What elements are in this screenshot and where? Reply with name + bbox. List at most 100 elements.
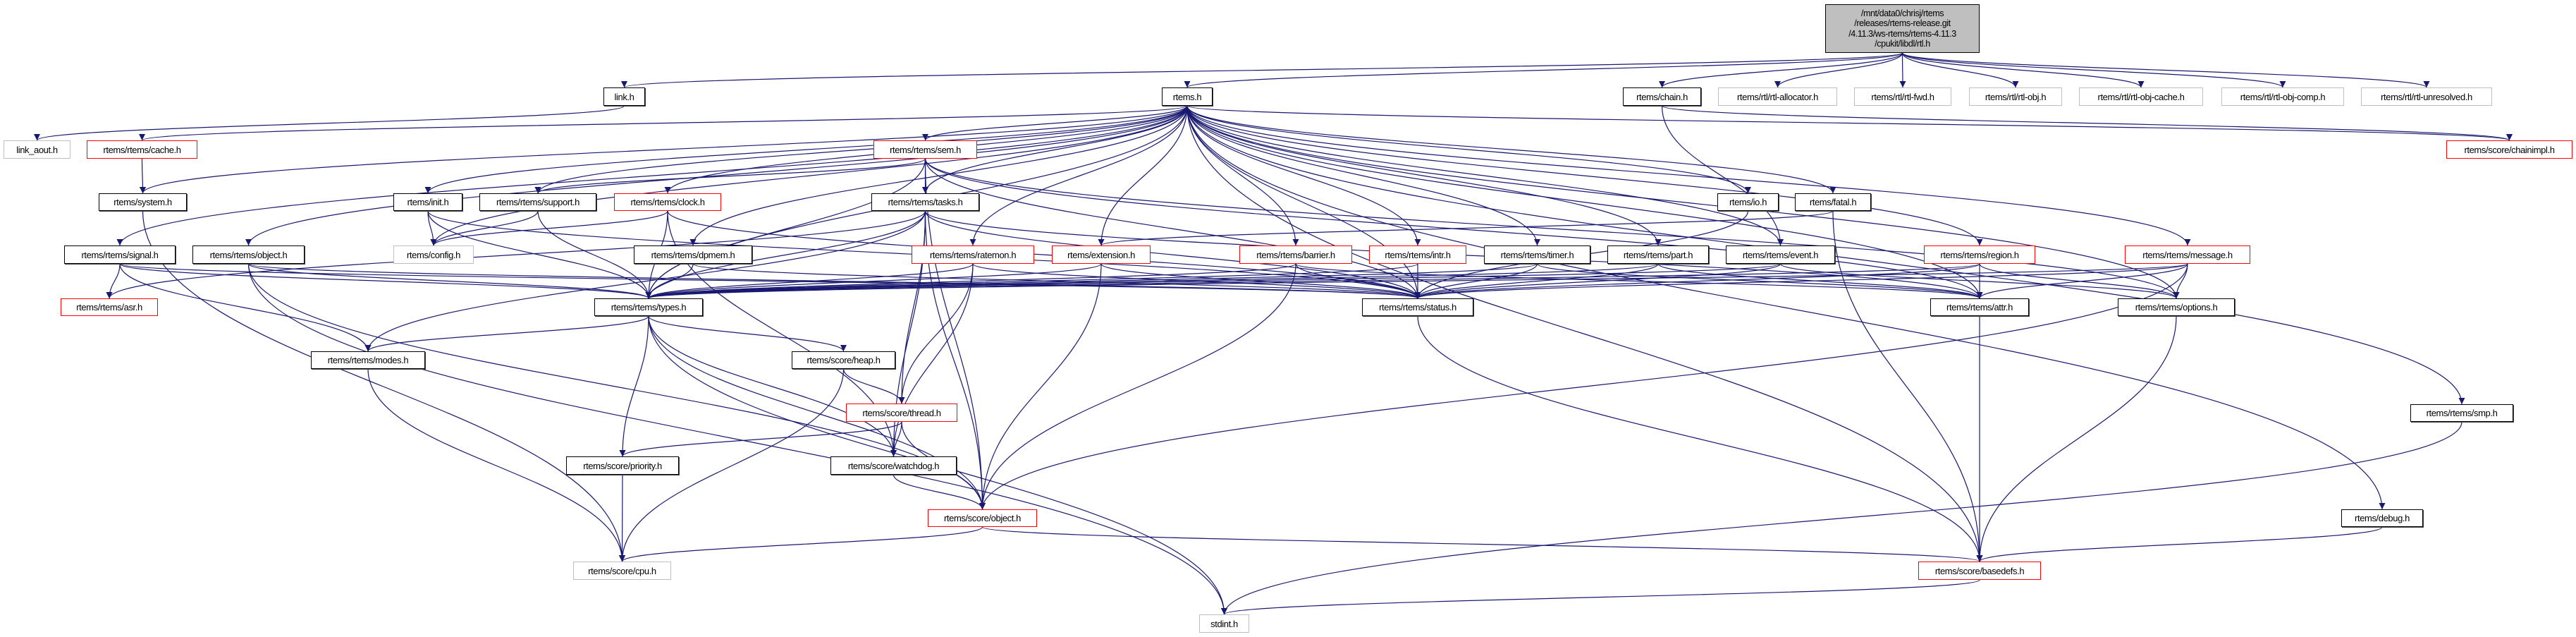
node-thread[interactable]: rtems/score/thread.h [846,404,957,422]
node-barrier[interactable]: rtems/rtems/barrier.h [1239,245,1352,264]
node-priority[interactable]: rtems/score/priority.h [566,456,679,475]
edge-tasks-to-asr [106,210,926,299]
node-objcomp[interactable]: rtems/rtl/rtl-obj-comp.h [2221,87,2344,106]
edge-sem-to-types [645,158,926,299]
node-message[interactable]: rtems/rtems/message.h [2125,245,2250,264]
node-stdint[interactable]: stdint.h [1199,614,1249,633]
edge-sobject-to-cpu [619,526,983,562]
node-status[interactable]: rtems/rtems/status.h [1362,298,1473,316]
edge-rtems-to-intr [1186,105,1421,246]
node-cpu[interactable]: rtems/score/cpu.h [573,562,671,580]
edge-system-to-cpu [142,210,625,562]
edge-heap-to-thread [842,368,905,404]
edge-rtems-to-signal [116,105,1188,246]
edge-tasks-to-types [645,210,926,299]
node-rtems[interactable]: rtems.h [1162,87,1213,106]
node-asr[interactable]: rtems/rtems/asr.h [61,298,158,316]
edge-sem-to-support [534,158,926,194]
node-dpmem[interactable]: rtems/rtems/dpmem.h [634,245,752,264]
node-linkaout[interactable]: link_aout.h [4,140,70,159]
edge-rtems-to-ratemon [969,105,1188,246]
node-event[interactable]: rtems/rtems/event.h [1726,245,1835,264]
node-sem[interactable]: rtems/rtems/sem.h [873,140,977,159]
edge-link-to-linkaout [34,105,625,141]
edge-init-to-config [427,210,437,246]
node-unres[interactable]: rtems/rtl/rtl-unresolved.h [2361,87,2492,106]
node-tasks[interactable]: rtems/rtems/tasks.h [871,193,979,211]
edge-barrier-to-types [645,263,1296,299]
node-signal[interactable]: rtems/rtems/signal.h [64,245,176,264]
node-chainimpl[interactable]: rtems/score/chainimpl.h [2446,140,2572,159]
edge-rtems-to-chainimpl [1186,105,2513,141]
edge-tasks-to-modes [364,210,926,352]
node-cache[interactable]: rtems/rtems/cache.h [87,140,197,159]
edge-modes-to-cpu [367,368,625,562]
edge-heap-to-cpu [619,368,845,562]
node-robject[interactable]: rtems/rtems/object.h [192,245,305,264]
node-basedefs[interactable]: rtems/score/basedefs.h [1918,562,2041,580]
node-objcache[interactable]: rtems/rtl/rtl-obj-cache.h [2079,87,2203,106]
node-system[interactable]: rtems/system.h [99,193,187,211]
edge-status-to-basedefs [1417,315,1983,562]
edge-barrier-to-sobject [979,263,1296,510]
node-ratemon[interactable]: rtems/rtems/ratemon.h [912,245,1034,264]
edge-rtems-to-system [140,105,1188,194]
node-heap[interactable]: rtems/score/heap.h [792,351,895,369]
edge-extension-to-sobject [979,263,1102,510]
node-init[interactable]: rtems/init.h [393,193,462,211]
edge-rtl-to-obj [1901,52,2019,88]
node-intr[interactable]: rtems/rtems/intr.h [1369,245,1466,264]
edge-barrier-to-attr [1295,263,1983,299]
node-config[interactable]: rtems/config.h [393,245,474,264]
node-fatal[interactable]: rtems/fatal.h [1795,193,1871,211]
edge-message-to-sobject [979,263,2188,510]
edge-types-to-modes [364,315,649,352]
node-attr[interactable]: rtems/rtems/attr.h [1930,298,2029,316]
edge-rtl-to-rtems [1184,52,1903,88]
edge-rtl-to-unres [1901,52,2430,88]
node-obj[interactable]: rtems/rtl/rtl-obj.h [1969,87,2062,106]
edge-debug-to-basedefs [1976,526,2383,562]
edge-rtems-to-robject [245,105,1188,246]
node-part[interactable]: rtems/rtems/part.h [1607,245,1709,264]
edge-chain-to-chainimpl [1661,105,2513,141]
edge-clock-to-config [430,210,668,246]
edge-rtems-to-cache [139,105,1188,141]
node-clock[interactable]: rtems/rtems/clock.h [614,193,721,211]
edge-rtems-to-dpmem [689,105,1188,246]
edge-init-to-types [427,210,652,299]
node-watchdog[interactable]: rtems/score/watchdog.h [830,456,957,475]
node-types[interactable]: rtems/rtems/types.h [594,298,703,316]
node-timer[interactable]: rtems/rtems/timer.h [1484,245,1590,264]
node-debug[interactable]: rtems/debug.h [2341,509,2423,527]
edge-basedefs-to-stdint [1221,579,1980,615]
edge-signal-to-types [119,263,652,299]
node-options[interactable]: rtems/rtems/options.h [2118,298,2235,316]
edge-message-to-attr [1976,263,2188,299]
edge-rtems-to-options [1186,105,2180,299]
edge-rtems-to-message [1186,105,2191,246]
node-sobject[interactable]: rtems/score/object.h [928,509,1037,527]
edge-support-to-types [537,210,652,299]
edge-rtems-to-sem [922,105,1188,141]
edge-region-to-types [646,263,1980,299]
node-modes[interactable]: rtems/rtems/modes.h [311,351,425,369]
edge-rtems-to-basedefs [1186,105,1983,562]
edge-types-to-watchdog [648,315,897,457]
edge-rtl-to-link [621,52,1903,88]
edge-types-to-heap [648,315,847,352]
edge-part-to-status [1414,263,1659,299]
node-support[interactable]: rtems/rtems/support.h [479,193,596,211]
node-chain[interactable]: rtems/chain.h [1623,87,1701,106]
node-io[interactable]: rtems/io.h [1717,193,1779,211]
edge-rtems-to-timer [1186,105,1540,246]
edge-chain-to-event [1661,105,1784,246]
edge-priority-to-cpu [619,474,626,562]
edge-event-to-status [1414,263,1781,299]
node-link[interactable]: link.h [603,87,645,106]
node-extension[interactable]: rtems/extension.h [1052,245,1151,264]
node-alloc[interactable]: rtems/rtl/rtl-allocator.h [1718,87,1837,106]
node-region[interactable]: rtems/rtems/region.h [1924,245,2035,264]
node-smp[interactable]: rtems/rtems/smp.h [2410,404,2513,422]
node-fwd[interactable]: rtems/rtl/rtl-fwd.h [1854,87,1951,106]
